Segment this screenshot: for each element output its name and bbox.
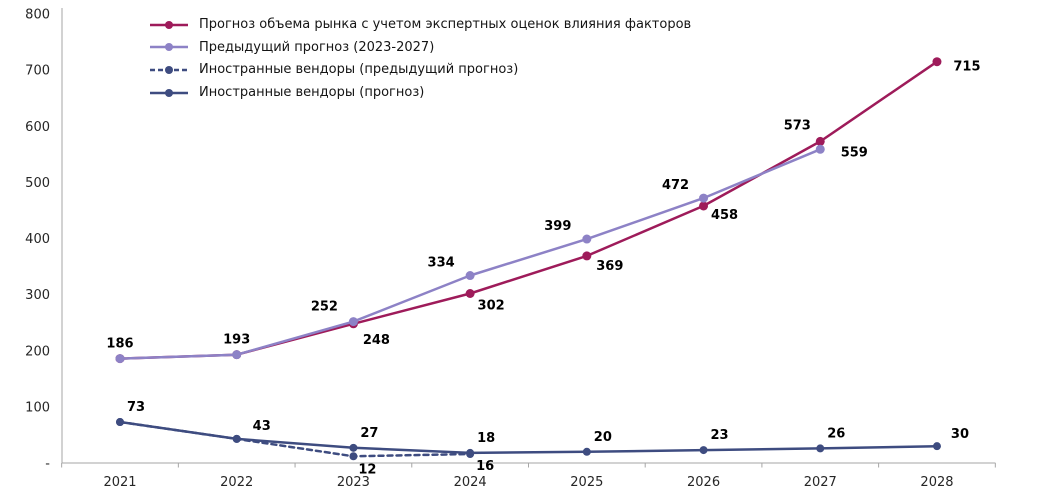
data-point-marker — [582, 447, 591, 456]
y-axis-tick-label: 800 — [25, 8, 50, 23]
data-label: 302 — [478, 299, 505, 314]
data-label: 26 — [827, 426, 845, 441]
series-line-3 — [118, 420, 939, 455]
data-label: 18 — [477, 431, 495, 446]
data-point-marker — [932, 442, 941, 451]
data-label: 715 — [953, 60, 980, 75]
data-label: 252 — [311, 300, 338, 315]
y-axis-tick-label: 300 — [25, 288, 50, 303]
x-axis-tick-label: 2021 — [103, 475, 136, 490]
data-point-marker — [699, 446, 708, 455]
x-axis-tick-label: 2028 — [920, 475, 953, 490]
data-point-marker — [348, 317, 358, 327]
data-label: 193 — [223, 333, 250, 348]
line-marker-icon — [150, 43, 188, 52]
data-label: 20 — [594, 430, 612, 445]
data-point-marker — [232, 350, 242, 360]
y-axis-tick-label: 700 — [25, 64, 50, 79]
legend-label-foreign-vendors-forecast: Иностранные вендоры (прогноз) — [199, 84, 425, 100]
data-point-marker — [699, 193, 709, 203]
legend-label-foreign-vendors-previous: Иностранные вендоры (предыдущий прогноз) — [199, 62, 519, 78]
data-label: 248 — [363, 333, 390, 348]
data-label: 30 — [951, 427, 969, 442]
legend-label-market-forecast: Прогноз объема рынка с учетом экспертных… — [199, 17, 692, 32]
legend-item-market-forecast: Прогноз объема рынка с учетом экспертных… — [148, 17, 691, 33]
data-point-marker — [816, 444, 825, 453]
data-label: 573 — [784, 118, 811, 133]
x-axis-tick-label: 2027 — [804, 475, 837, 490]
data-label: 12 — [358, 462, 376, 477]
x-axis-tick-label: 2023 — [337, 475, 370, 490]
legend-item-foreign-vendors-forecast: Иностранные вендоры (прогноз) — [148, 85, 691, 101]
series-line-0 — [118, 60, 939, 360]
legend-item-previous-forecast: Предыдущий прогноз (2023-2027) — [148, 40, 691, 56]
data-label: 472 — [662, 178, 689, 193]
dashed-line-marker-icon — [150, 65, 188, 74]
data-point-marker — [349, 443, 358, 452]
legend-label-previous-forecast: Предыдущий прогноз (2023-2027) — [199, 39, 435, 55]
data-point-marker — [815, 136, 825, 146]
data-point-marker — [815, 144, 825, 154]
y-axis-tick-label: 200 — [25, 344, 50, 359]
data-label: 399 — [544, 219, 571, 234]
data-label: 27 — [360, 426, 378, 441]
y-axis-tick-label: 100 — [25, 400, 50, 415]
data-point-marker — [115, 354, 125, 364]
data-point-marker — [582, 234, 592, 244]
data-label: 369 — [596, 259, 623, 274]
y-axis-tick-label: 600 — [25, 120, 50, 135]
data-label: 458 — [711, 208, 738, 223]
line-marker-icon — [150, 88, 188, 97]
data-label: 43 — [253, 419, 271, 434]
data-point-marker — [699, 201, 709, 211]
y-axis-tick-label: 500 — [25, 176, 50, 191]
legend-item-foreign-vendors-previous: Иностранные вендоры (предыдущий прогноз) — [148, 62, 691, 78]
data-point-marker — [465, 289, 475, 299]
data-label: 334 — [428, 256, 455, 271]
chart-legend: Прогноз объема рынка с учетом экспертных… — [148, 17, 691, 100]
data-label: 186 — [106, 337, 133, 352]
data-label: 73 — [127, 400, 145, 415]
data-label: 16 — [476, 459, 494, 474]
data-label: 559 — [841, 145, 868, 160]
data-point-marker — [466, 448, 475, 457]
series-line-1 — [118, 148, 822, 360]
line-marker-icon — [150, 20, 188, 29]
data-point-marker — [932, 57, 942, 67]
data-point-marker — [349, 452, 358, 461]
data-point-marker — [582, 251, 592, 261]
x-axis-tick-label: 2024 — [454, 475, 487, 490]
y-axis-tick-label: - — [45, 457, 50, 472]
data-label: 23 — [711, 428, 729, 443]
x-axis-tick-label: 2026 — [687, 475, 720, 490]
data-point-marker — [232, 434, 241, 443]
data-point-marker — [465, 271, 475, 281]
data-point-marker — [116, 418, 124, 427]
y-axis-tick-label: 400 — [25, 232, 50, 247]
x-axis-tick-label: 2022 — [220, 475, 253, 490]
x-axis-tick-label: 2025 — [570, 475, 603, 490]
